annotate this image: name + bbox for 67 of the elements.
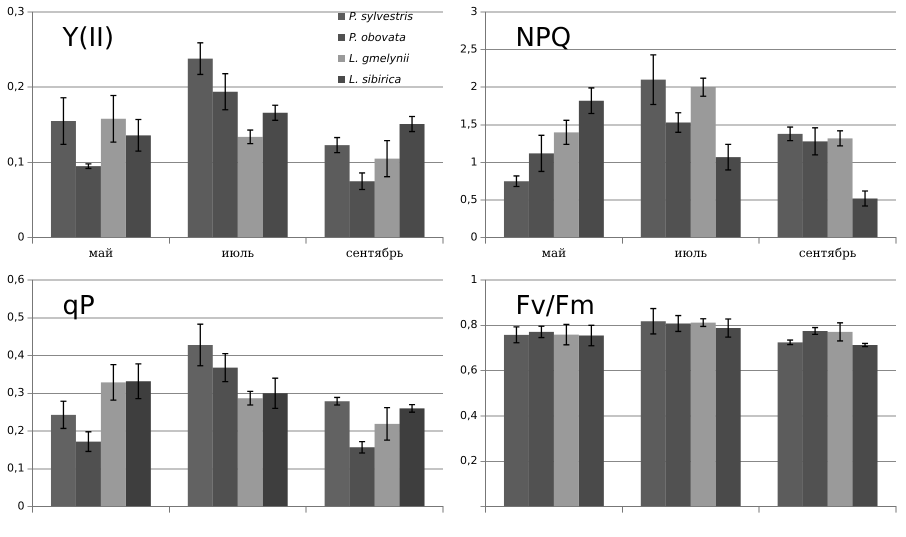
bar: [350, 447, 375, 506]
y-tick-label: 0,3: [6, 386, 24, 400]
x-tick-label: июль: [674, 246, 708, 260]
bar: [554, 334, 579, 506]
y-tick-label: 0,1: [6, 462, 24, 475]
chart-title: Fv/Fm: [515, 290, 595, 321]
x-tick-label: сентябрь: [798, 246, 857, 260]
y-tick-label: 0,5: [6, 310, 24, 324]
chart-title: Y(II): [61, 22, 114, 53]
bar: [126, 381, 151, 506]
x-tick-label: сентябрь: [346, 246, 404, 260]
chart-title: NPQ: [515, 22, 572, 53]
x-tick-label: май: [88, 246, 114, 260]
legend-label: P. sylvestris: [348, 10, 413, 23]
bar: [690, 87, 716, 238]
bar: [374, 424, 400, 506]
bar: [238, 136, 263, 238]
bar: [374, 158, 400, 238]
y-tick-label: 0: [470, 230, 478, 244]
y-tick-label: 2: [470, 80, 478, 94]
y-tick-label: 0,6: [6, 272, 24, 286]
bar: [554, 132, 579, 238]
bar: [100, 382, 126, 506]
bar: [212, 368, 238, 506]
chart-title: qP: [62, 290, 95, 321]
bar: [238, 398, 263, 506]
y-tick-label: 1: [470, 272, 478, 286]
legend-label: L. gmelynii: [348, 52, 410, 65]
y-tick-label: 1: [470, 155, 478, 168]
y-tick-label: 0,2: [6, 80, 24, 94]
bar: [76, 442, 101, 506]
bar: [852, 198, 878, 238]
legend-label: P. obovata: [348, 31, 406, 44]
bar: [852, 345, 878, 506]
bar: [262, 393, 288, 506]
y-tick-label: 0,4: [6, 348, 24, 362]
bar: [578, 336, 604, 506]
y-tick-label: 3: [470, 4, 478, 18]
bar: [828, 332, 853, 506]
bar: [126, 135, 151, 238]
legend-label: L. sibirica: [348, 73, 402, 86]
y-tick-label: 1,5: [460, 118, 478, 131]
y-tick-label: 2,5: [460, 42, 478, 56]
bar: [188, 344, 213, 506]
bar: [324, 401, 350, 506]
y-tick-label: 0,2: [460, 454, 478, 468]
y-tick-label: 0,6: [460, 364, 478, 376]
bar: [400, 124, 425, 238]
bar: [50, 414, 76, 506]
bar: [262, 112, 288, 238]
y-tick-label: 0,4: [460, 408, 478, 422]
bar: [716, 157, 741, 238]
bar: [100, 118, 126, 238]
bar: [828, 138, 853, 238]
y-tick-label: 0: [17, 230, 24, 244]
y-tick-label: 0,8: [460, 318, 478, 332]
bar: [716, 328, 741, 506]
y-tick-label: 0,5: [460, 192, 478, 206]
bar: [690, 322, 716, 506]
bar: [578, 100, 604, 238]
bar: [400, 408, 425, 506]
y-tick-label: 0: [17, 499, 24, 512]
y-tick-label: 0,3: [6, 4, 24, 18]
x-tick-label: май: [542, 246, 566, 260]
x-tick-label: июль: [221, 246, 255, 260]
y-tick-label: 0,2: [6, 424, 24, 437]
y-tick-label: 0,1: [6, 155, 24, 168]
